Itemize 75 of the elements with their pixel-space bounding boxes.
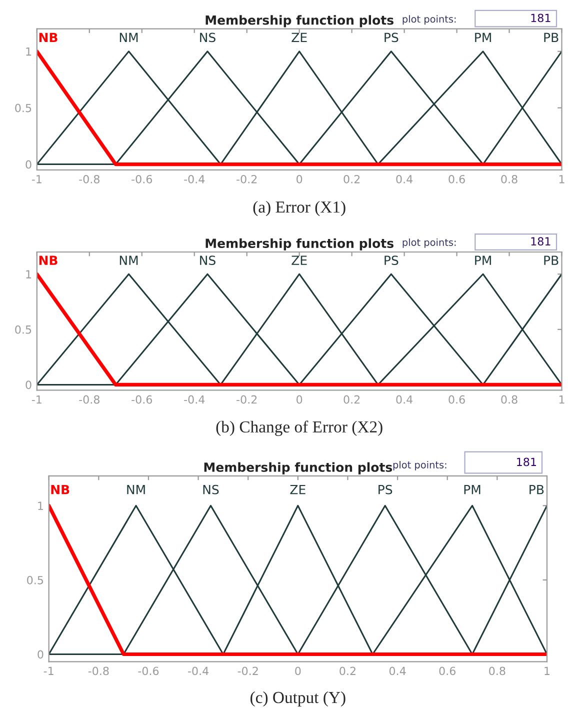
x-tick-label: -0.8 [88,666,109,676]
x-tick-label: 1 [559,395,564,404]
text: plot points: [393,460,446,470]
text: plot points: [402,238,456,248]
x-tick-label: 0.2 [344,174,360,184]
series-label: PM [475,256,491,265]
x-tick-label: -1 [32,395,42,404]
series-label: PS [384,32,398,42]
series-label: NB [39,32,58,42]
chart-title: Membership function plots [206,238,394,250]
text: (c) Output (Y) [250,691,346,707]
x-tick-label: 0.8 [489,666,506,676]
x-tick-label: 1 [559,175,564,184]
y-tick-label: 1 [38,502,43,510]
text: (b) Change of Error (X2) [216,420,382,436]
x-tick-label: 0 [295,666,301,676]
series-label: PM [475,32,491,42]
text: (a) Error (X1) [253,200,346,216]
y-tick-label: 0 [26,160,32,169]
x-tick-label: 0.4 [396,395,413,404]
text: 181 [517,458,536,466]
x-tick-label: -0.2 [236,395,257,404]
y-tick-label: 1 [26,270,32,278]
y-tick-label: 0 [26,380,32,390]
y-tick-label: 0.5 [15,104,32,112]
x-tick-label: 0.2 [344,395,360,404]
y-tick-label: 1 [26,48,32,56]
x-tick-label: -1 [44,666,54,675]
y-tick-label: 0.5 [15,325,32,334]
text: 181 [531,14,550,22]
x-tick-label: 0 [296,395,302,404]
x-tick-label: -0.6 [132,174,152,184]
series-label: PB [544,256,558,265]
series-label: ZE [290,485,306,494]
series-label: NS [200,256,216,266]
y-tick-label: 0 [38,650,44,659]
x-tick-label: -0.2 [236,174,257,184]
x-tick-label: 0.4 [389,666,406,676]
chart-title: Membership function plots [204,462,392,474]
series-label: PM [464,485,480,494]
series-label: NM [120,256,138,265]
series-label: NB [51,485,70,494]
x-tick-label: -0.6 [132,395,152,404]
series-label: NB [39,256,58,265]
x-tick-label: 0.6 [448,395,465,404]
x-tick-label: -0.6 [138,666,159,676]
x-tick-label: 0.2 [340,666,356,676]
text: plot points: [402,15,456,25]
series-label: PS [378,484,392,494]
series-label: ZE [292,256,307,265]
x-tick-label: 0.8 [501,174,518,184]
series-label: NM [120,32,138,42]
x-tick-label: 0.6 [448,174,465,184]
x-tick-label: 0.4 [396,174,413,184]
x-tick-label: -0.8 [79,174,100,184]
x-tick-label: 1 [544,666,550,675]
x-tick-label: 0 [296,174,302,184]
x-tick-label: -0.4 [188,666,209,676]
series-label: PB [544,32,558,42]
text: 181 [531,237,550,246]
x-tick-label: -0.4 [184,395,205,404]
series-label: PS [384,256,398,266]
chart-title: Membership function plots [206,15,394,28]
x-tick-label: -0.8 [79,395,100,404]
series-label: NM [127,485,145,494]
series-label: PB [530,485,544,494]
x-tick-label: -1 [32,175,42,184]
x-tick-label: 0.8 [501,395,518,404]
series-label: NS [200,32,216,42]
x-tick-label: -0.4 [184,174,205,184]
x-tick-label: 0.6 [439,666,456,676]
series-label: NS [203,484,219,494]
x-tick-label: -0.2 [238,666,258,676]
y-tick-label: 0.5 [27,576,44,584]
series-label: ZE [292,32,307,42]
